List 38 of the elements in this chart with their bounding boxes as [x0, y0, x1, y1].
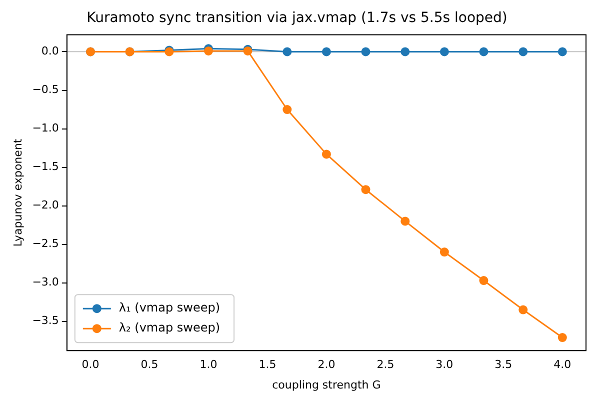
legend-label: λ₂ (vmap sweep)	[118, 320, 220, 335]
x-tick-label: 3.0	[436, 358, 454, 372]
x-tick-label: 0.5	[140, 358, 158, 372]
chart-title: Kuramoto sync transition via jax.vmap (1.7s vs 5.5s looped)	[86, 10, 508, 26]
point	[282, 47, 292, 56]
point	[440, 47, 449, 56]
point	[400, 216, 410, 226]
point	[282, 105, 292, 114]
y-axis-title: Lyapunov exponent	[11, 138, 24, 247]
x-tick-label: 2.0	[318, 358, 336, 372]
x-tick-label: 2.5	[376, 358, 394, 372]
point	[361, 47, 370, 56]
y-tick-label: −2.0	[32, 198, 59, 212]
point	[518, 47, 528, 56]
point	[361, 185, 370, 194]
x-tick-label: 1.0	[200, 358, 218, 372]
y-tick-label: −1.0	[32, 122, 59, 135]
point	[479, 47, 488, 56]
y-tick-label: −1.5	[32, 160, 59, 174]
point	[558, 47, 567, 56]
y-tick-label: −2.5	[32, 237, 59, 250]
point	[400, 47, 410, 56]
point	[440, 248, 449, 257]
y-tick-label: −0.5	[32, 83, 59, 96]
y-tick-label: −3.5	[32, 314, 59, 328]
point	[518, 305, 528, 314]
point	[322, 150, 331, 159]
legend-label: λ₁ (vmap sweep)	[118, 300, 220, 315]
x-axis-title: coupling strength G	[272, 378, 381, 392]
point	[558, 333, 567, 342]
y-tick-label: −3.0	[32, 276, 59, 289]
x-tick-label: 1.5	[258, 358, 276, 372]
point	[479, 276, 488, 286]
y-tick-label: 0.0	[41, 44, 59, 58]
x-tick-label: 0.0	[82, 358, 100, 372]
x-tick-label: 4.0	[554, 358, 572, 372]
point	[322, 47, 331, 56]
x-tick-label: 3.5	[494, 358, 512, 372]
